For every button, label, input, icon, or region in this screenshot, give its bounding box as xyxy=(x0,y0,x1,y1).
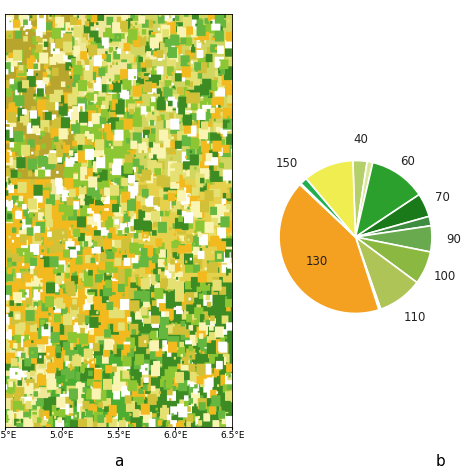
Wedge shape xyxy=(356,226,432,252)
Wedge shape xyxy=(356,163,419,237)
Text: 150: 150 xyxy=(276,156,298,170)
Wedge shape xyxy=(356,162,373,237)
Text: 70: 70 xyxy=(435,191,450,204)
Wedge shape xyxy=(356,237,430,283)
Text: a: a xyxy=(114,454,123,469)
Wedge shape xyxy=(353,161,367,237)
Text: 110: 110 xyxy=(403,310,426,324)
Wedge shape xyxy=(356,237,381,310)
Text: 130: 130 xyxy=(306,255,328,268)
Wedge shape xyxy=(279,184,379,313)
Wedge shape xyxy=(301,179,356,237)
Text: 40: 40 xyxy=(354,133,369,146)
Wedge shape xyxy=(300,183,356,237)
Text: b: b xyxy=(436,454,446,469)
Text: 100: 100 xyxy=(434,270,456,283)
Text: 90: 90 xyxy=(446,233,461,246)
Wedge shape xyxy=(356,195,429,237)
Text: 60: 60 xyxy=(401,155,415,168)
Wedge shape xyxy=(356,237,417,309)
Wedge shape xyxy=(306,161,356,237)
Wedge shape xyxy=(356,216,431,237)
